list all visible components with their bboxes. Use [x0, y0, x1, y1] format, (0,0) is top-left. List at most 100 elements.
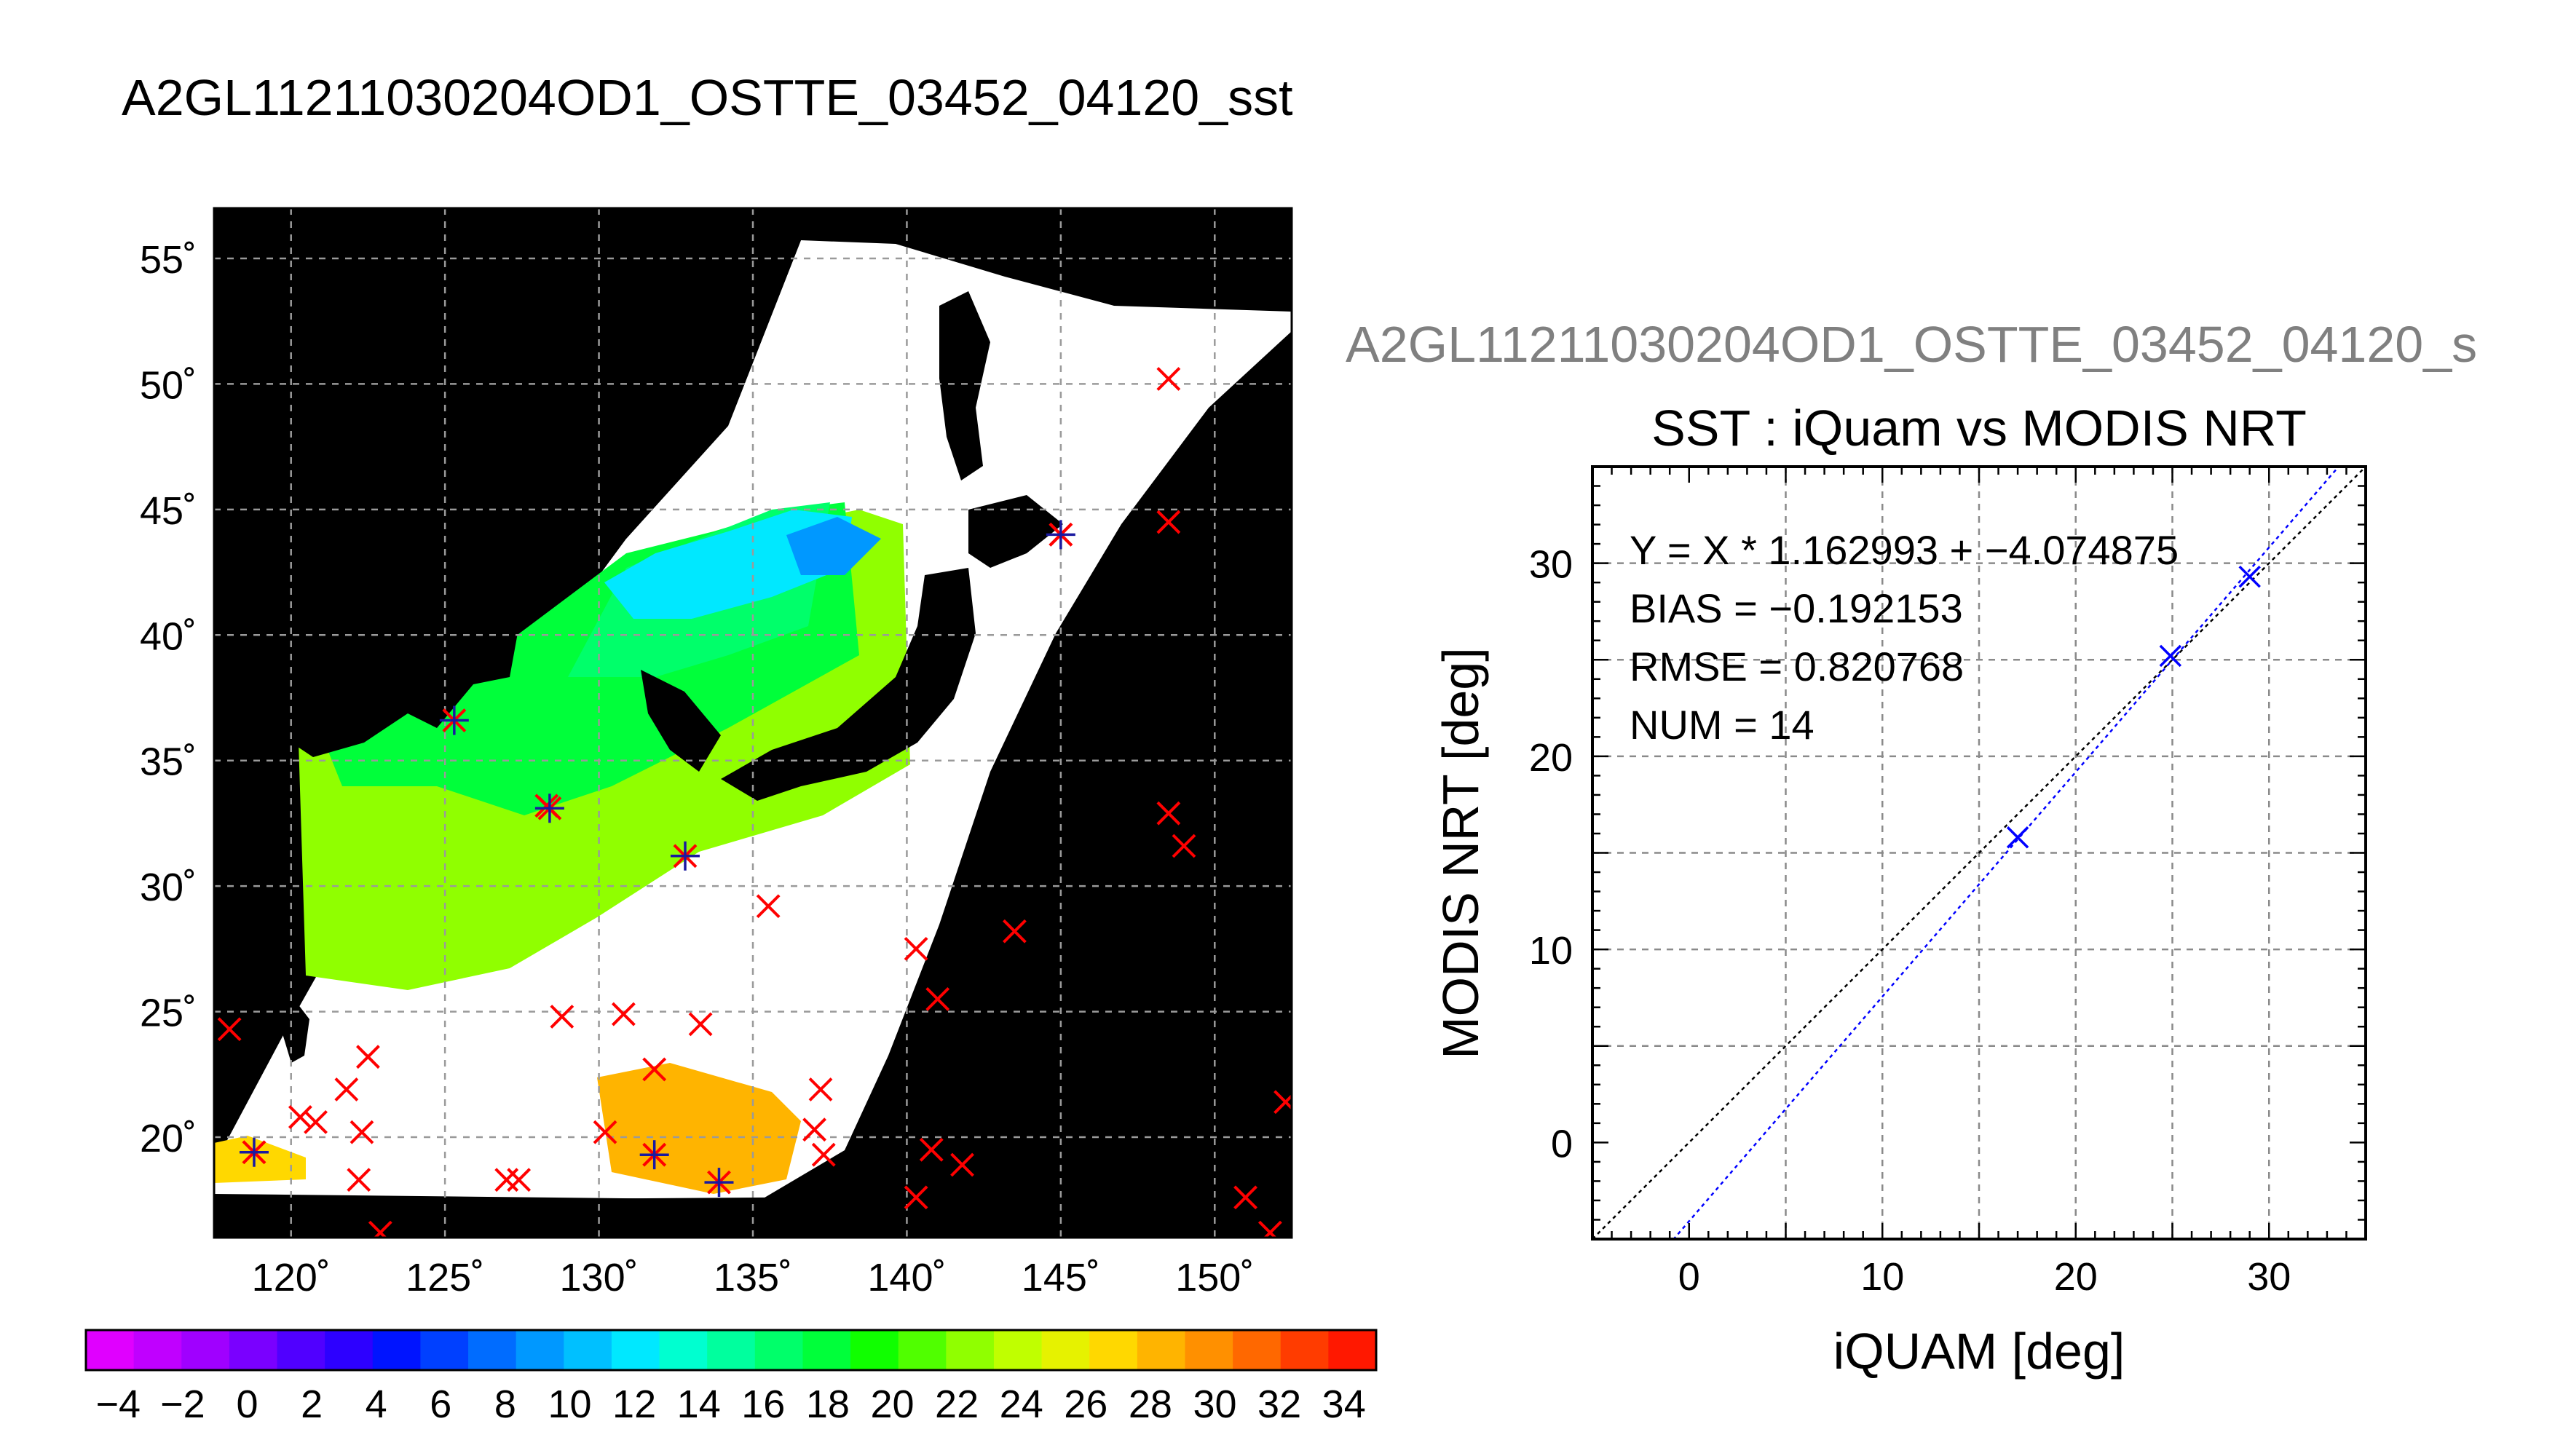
x-tick-label: 30 — [2247, 1255, 2291, 1299]
colorbar-cells — [86, 1330, 1377, 1370]
land-asia-mainland — [214, 208, 801, 786]
map-lon-tick-label: 145˚ — [1022, 1256, 1100, 1299]
buoy-marker-red — [642, 1057, 667, 1082]
map-frame — [213, 207, 1293, 1239]
buoy-marker-red — [350, 1120, 374, 1144]
colorbar: −4 −2 0 2 4 6 8 10 12 14 16 18 20 22 24 26 28 30 32 34 — [84, 1329, 1378, 1426]
buoy-marker-red — [925, 986, 950, 1011]
buoy-marker-red — [688, 1012, 713, 1037]
buoy-marker-matched — [1046, 520, 1075, 550]
colorbar-cell — [229, 1330, 278, 1370]
colorbar-tick-label: −4 — [96, 1382, 141, 1426]
map-lon-tick-label: 130˚ — [560, 1256, 639, 1299]
buoy-marker-red — [347, 1168, 371, 1192]
buoy-marker-red — [334, 1077, 359, 1101]
colorbar-cell — [1280, 1330, 1330, 1370]
map-lat-tick-label: 35˚ — [140, 740, 197, 784]
map-lat-labels: 20˚ 25˚ 30˚ 35˚ 40˚ 45˚ 50˚ 55˚ — [140, 238, 197, 1160]
colorbar-tick-label: 28 — [1129, 1382, 1172, 1426]
buoy-marker-red — [1156, 510, 1181, 534]
colorbar-tick-label: 14 — [677, 1382, 721, 1426]
plot-ticks — [1591, 465, 2367, 1241]
colorbar-tick-label: 32 — [1257, 1382, 1301, 1426]
buoy-marker-red — [1156, 801, 1181, 826]
buoy-marker-matched — [639, 1140, 669, 1170]
plot-x-tick-labels: 0 10 20 30 — [1678, 1255, 2291, 1299]
colorbar-cell — [659, 1330, 708, 1370]
y-tick-label: 0 — [1551, 1122, 1573, 1166]
colorbar-cell — [1185, 1330, 1233, 1370]
buoy-marker-red — [919, 1137, 944, 1162]
colorbar-tick-label: 24 — [1000, 1382, 1043, 1426]
land-honshu — [721, 568, 976, 801]
colorbar-cell — [946, 1330, 995, 1370]
identity-line — [1592, 467, 2366, 1239]
map-lat-tick-label: 25˚ — [140, 992, 197, 1035]
buoy-marker-red — [1257, 1220, 1282, 1238]
colorbar-tick-label: 20 — [870, 1382, 914, 1426]
data-point — [2238, 565, 2261, 588]
colorbar-cell — [277, 1330, 325, 1370]
x-axis-label: iQUAM [deg] — [1833, 1323, 2125, 1380]
map-lon-labels: 120˚ 125˚ 130˚ 135˚ 140˚ 145˚ 150˚ — [252, 1256, 1255, 1299]
sst-region-blue — [786, 517, 881, 575]
buoy-marker-red — [1003, 919, 1027, 943]
colorbar-cell — [850, 1330, 899, 1370]
regression-line — [1672, 467, 2340, 1239]
colorbar-tick-label: 2 — [301, 1382, 323, 1426]
land-south-edge — [214, 1194, 1292, 1238]
buoy-marker-red — [550, 1005, 574, 1029]
colorbar-cell — [1041, 1330, 1091, 1370]
x-tick-label: 0 — [1678, 1255, 1700, 1299]
colorbar-tick-label: 34 — [1322, 1382, 1366, 1426]
buoy-marker-red — [756, 894, 781, 919]
map-lat-tick-label: 40˚ — [140, 614, 197, 658]
colorbar-cell — [611, 1330, 660, 1370]
map-lon-tick-label: 135˚ — [714, 1256, 792, 1299]
buoy-marker-red — [1172, 834, 1196, 858]
buoy-marker-red — [217, 1017, 242, 1042]
map-lat-tick-label: 20˚ — [140, 1117, 197, 1160]
map-grid — [214, 208, 1292, 1238]
buoy-marker-red — [593, 1120, 617, 1144]
colorbar-tick-label: 0 — [236, 1382, 258, 1426]
buoy-marker-matched — [239, 1137, 269, 1167]
colorbar-cell — [86, 1330, 135, 1370]
map-lon-tick-label: 150˚ — [1175, 1256, 1254, 1299]
scatter-file-title: A2GL11211030204OD1_OSTTE_03452_04120_s — [1346, 316, 2477, 373]
buoy-marker-red — [950, 1152, 974, 1177]
colorbar-cell — [133, 1330, 183, 1370]
colorbar-cell — [1233, 1330, 1282, 1370]
colorbar-labels: −4 −2 0 2 4 6 8 10 12 14 16 18 20 22 24 26 28 30 32 34 — [96, 1382, 1366, 1426]
map-lat-tick-label: 45˚ — [140, 489, 197, 533]
y-axis-label: MODIS NRT [deg] — [1432, 647, 1489, 1059]
plot-points — [2006, 565, 2261, 849]
colorbar-tick-label: 16 — [741, 1382, 785, 1426]
map-lat-tick-label: 50˚ — [140, 363, 197, 407]
buoy-marker-red — [811, 1142, 836, 1167]
buoy-marker-red — [288, 1105, 312, 1129]
colorbar-cell — [754, 1330, 804, 1370]
buoy-marker-red — [611, 1002, 636, 1026]
sst-map: 20˚ 25˚ 30˚ 35˚ 40˚ 45˚ 50˚ 55˚ 120˚ 125˚ 130˚ 135… — [140, 207, 1293, 1299]
colorbar-tick-label: 26 — [1064, 1382, 1107, 1426]
buoy-marker-red — [1273, 1090, 1292, 1115]
colorbar-tick-label: 8 — [494, 1382, 516, 1426]
colorbar-cell — [1137, 1330, 1186, 1370]
land-sakhalin — [939, 291, 990, 480]
stats-num: NUM = 14 — [1630, 702, 1814, 748]
colorbar-cell — [516, 1330, 565, 1370]
colorbar-tick-label: 18 — [806, 1382, 850, 1426]
buoy-marker-red — [1233, 1185, 1257, 1210]
land-hokkaido — [968, 495, 1063, 568]
colorbar-tick-label: 10 — [548, 1382, 591, 1426]
buoy-marker-matched — [439, 705, 469, 735]
buoy-marker-matched — [704, 1168, 734, 1198]
colorbar-cell — [1089, 1330, 1138, 1370]
buoy-marker-matched — [670, 841, 700, 871]
stats-regression: Y = X * 1.162993 + −4.074875 — [1630, 527, 2179, 573]
buoy-marker-red — [802, 1117, 826, 1142]
colorbar-cell — [707, 1330, 756, 1370]
colorbar-cell — [181, 1330, 230, 1370]
